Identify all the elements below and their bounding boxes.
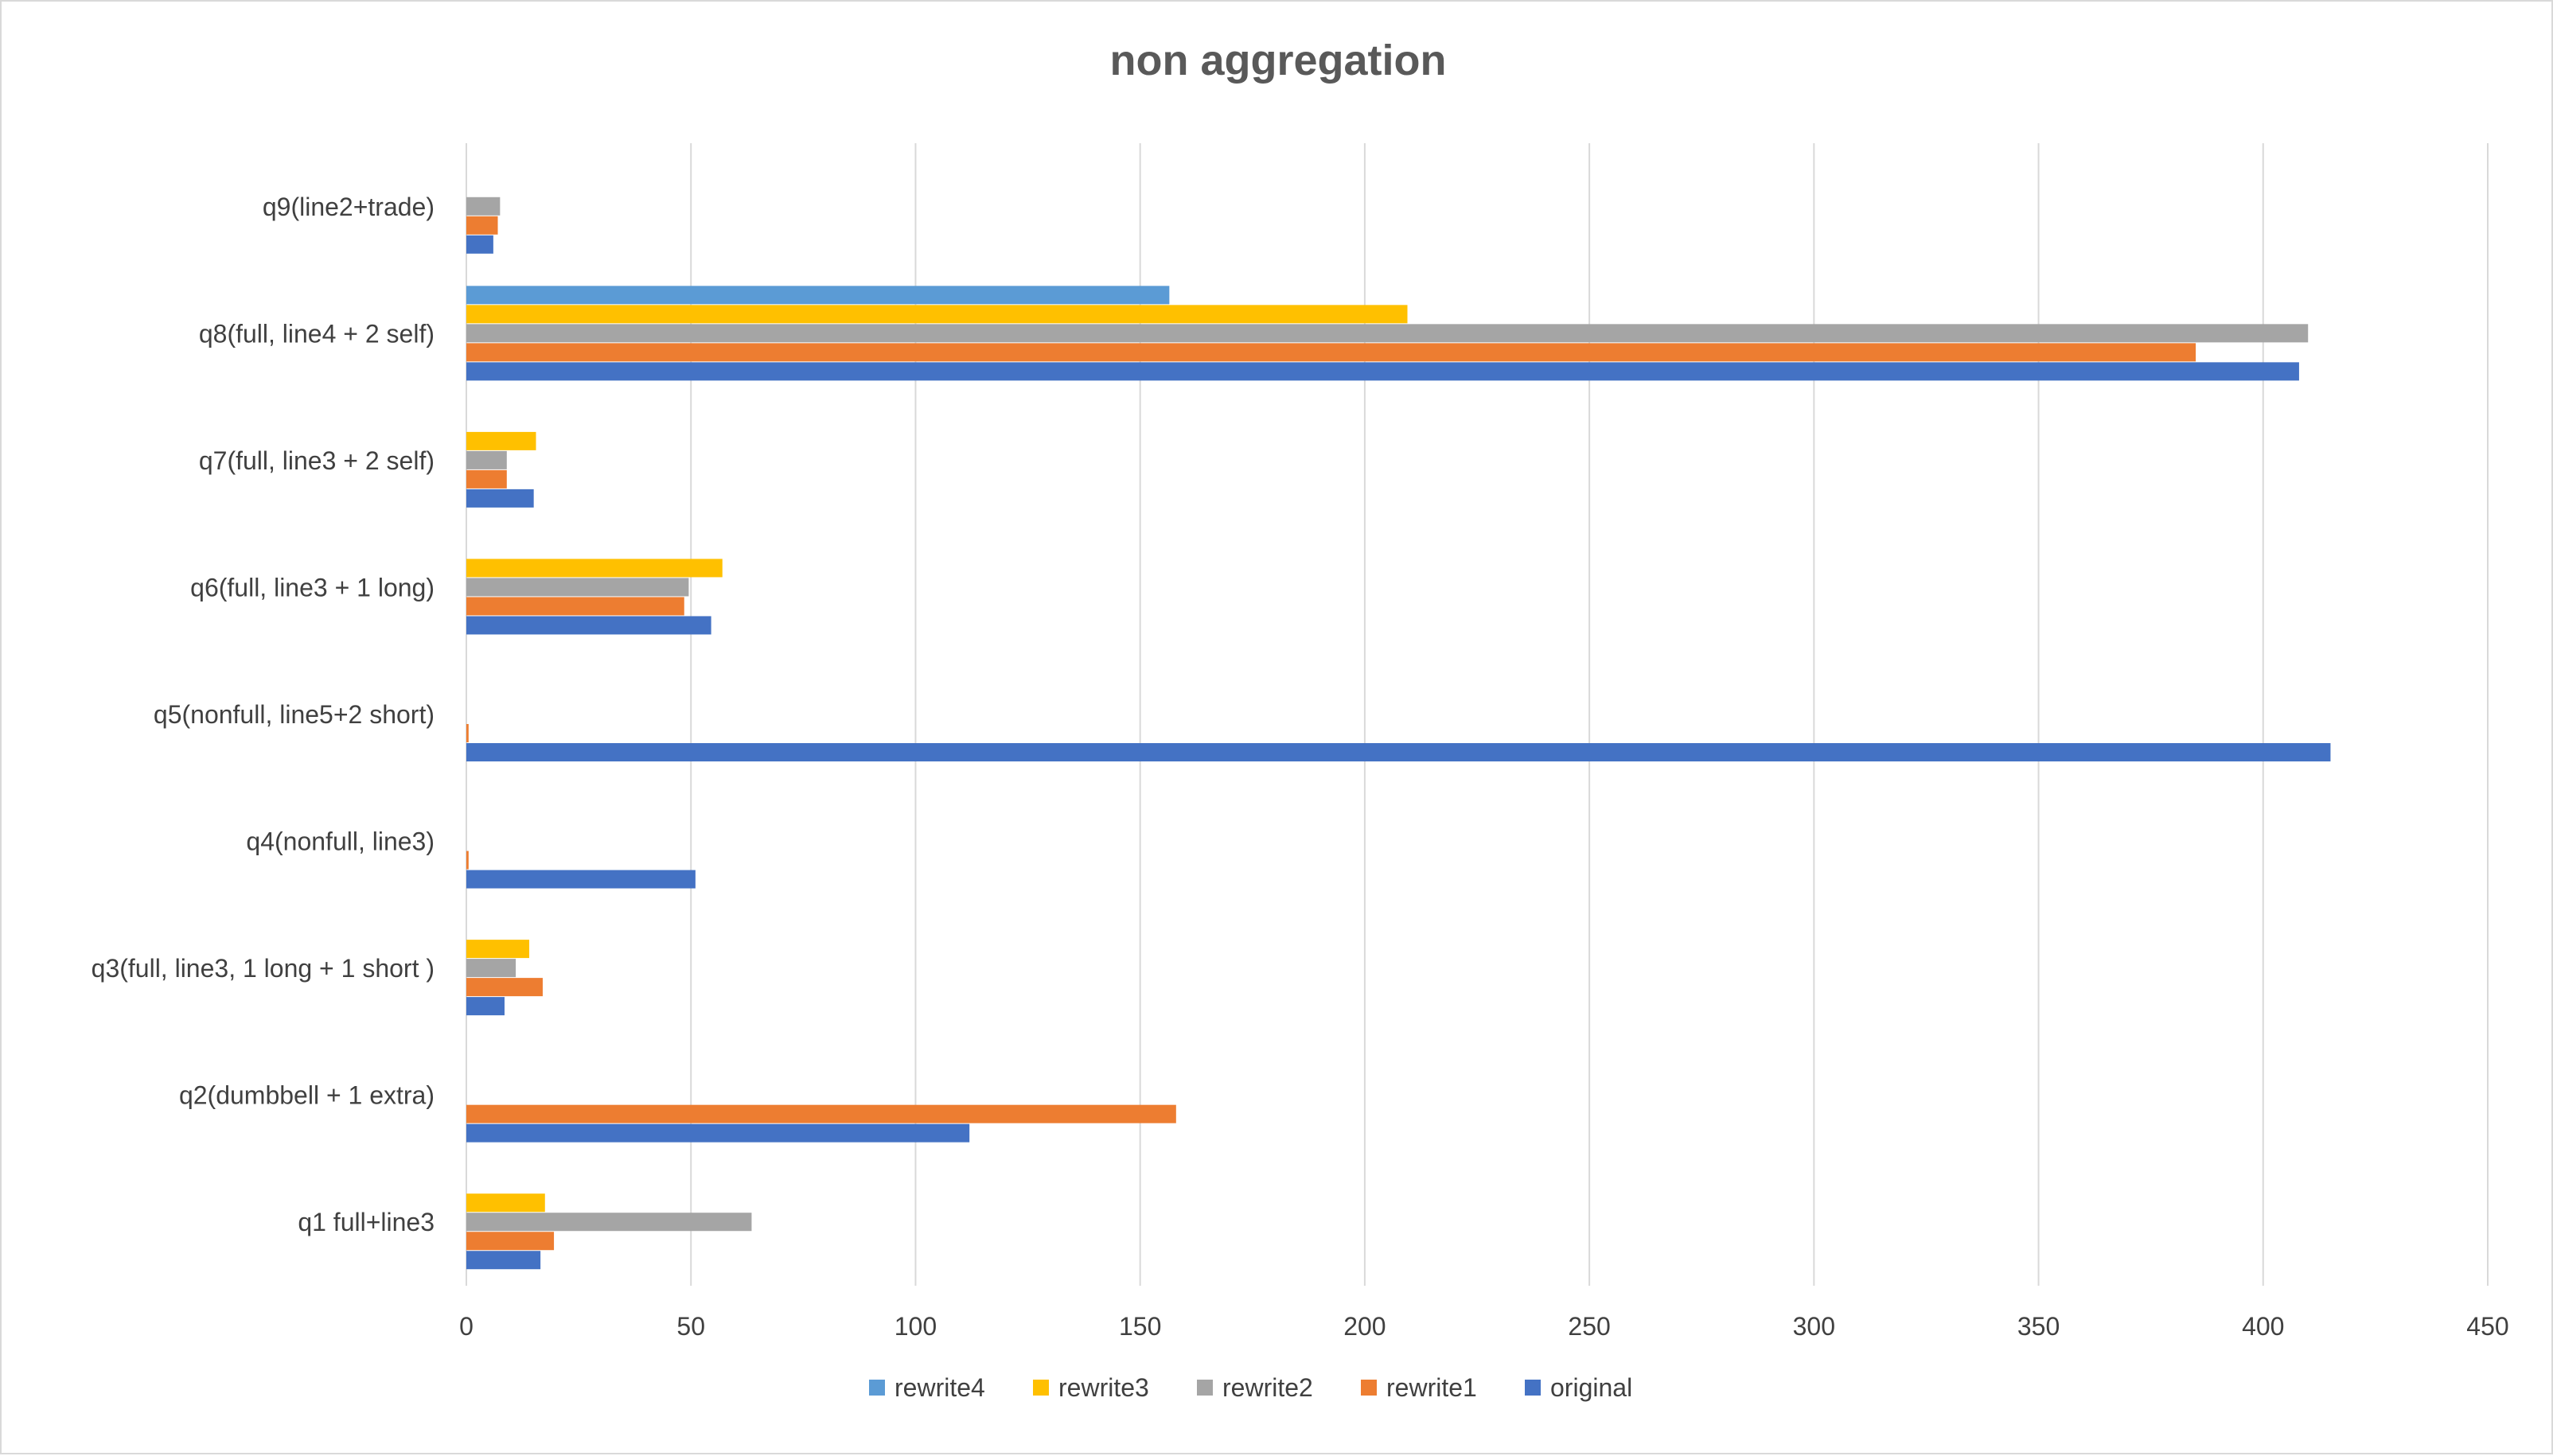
category-label: q9(line2+trade): [263, 193, 435, 221]
legend-label-rewrite4: rewrite4: [895, 1373, 985, 1402]
bar-rewrite2-8: [466, 197, 501, 216]
category-label: q4(nonfull, line3): [246, 827, 435, 856]
bar-rewrite2-5: [466, 578, 689, 597]
category-label: q1 full+line3: [298, 1208, 435, 1236]
bar-rewrite4-7: [466, 286, 1170, 305]
x-tick-label: 400: [2242, 1312, 2284, 1341]
bar-original-8: [466, 235, 493, 254]
bar-rewrite1-3: [466, 851, 469, 870]
x-tick-label: 200: [1343, 1312, 1386, 1341]
category-label: q5(nonfull, line5+2 short): [154, 700, 435, 729]
x-tick-label: 100: [895, 1312, 937, 1341]
bar-rewrite1-5: [466, 597, 684, 616]
x-tick-label: 250: [1568, 1312, 1610, 1341]
bar-original-5: [466, 616, 711, 635]
category-label: q2(dumbbell + 1 extra): [179, 1081, 435, 1110]
bar-original-2: [466, 997, 505, 1016]
x-tick-label: 0: [459, 1312, 474, 1341]
bar-rewrite1-7: [466, 343, 2196, 362]
bar-rewrite3-6: [466, 431, 536, 450]
bar-rewrite2-6: [466, 450, 507, 469]
bar-rewrite1-6: [466, 469, 507, 489]
bar-rewrite2-7: [466, 324, 2309, 343]
legend-label-rewrite1: rewrite1: [1386, 1373, 1477, 1402]
x-tick-labels: 0 50 100 150 200 250 300 350 400 450: [459, 1312, 2509, 1341]
bar-rewrite1-0: [466, 1232, 555, 1251]
legend-swatch-original: [1525, 1380, 1541, 1396]
bar-original-4: [466, 743, 2331, 761]
bar-rewrite1-1: [466, 1104, 1176, 1123]
legend-swatch-rewrite3: [1033, 1380, 1049, 1396]
legend-label-rewrite3: rewrite3: [1058, 1373, 1149, 1402]
category-labels: q1 full+line3 q2(dumbbell + 1 extra) q3(fu…: [92, 193, 435, 1236]
bar-rewrite3-5: [466, 559, 723, 578]
x-tick-label: 350: [2017, 1312, 2060, 1341]
legend-swatch-rewrite4: [869, 1380, 885, 1396]
legend: rewrite4 rewrite3 rewrite2 rewrite1 original: [869, 1373, 1632, 1402]
bar-original-3: [466, 870, 696, 889]
category-label: q3(full, line3, 1 long + 1 short ): [92, 954, 435, 983]
bar-rewrite1-8: [466, 216, 498, 235]
category-label: q8(full, line4 + 2 self): [199, 319, 435, 348]
chart-title: non aggregation: [1110, 37, 1447, 84]
x-tick-label: 300: [1793, 1312, 1835, 1341]
bars: [466, 197, 2331, 1270]
x-tick-label: 50: [676, 1312, 705, 1341]
x-tick-label: 450: [2466, 1312, 2508, 1341]
category-label: q6(full, line3 + 1 long): [190, 573, 435, 601]
legend-label-original: original: [1550, 1373, 1632, 1402]
legend-swatch-rewrite2: [1197, 1380, 1213, 1396]
bar-rewrite1-4: [466, 724, 469, 742]
bar-rewrite2-2: [466, 959, 516, 978]
bar-rewrite1-2: [466, 978, 543, 997]
bar-rewrite3-2: [466, 940, 530, 959]
bar-original-1: [466, 1123, 970, 1143]
bar-rewrite3-0: [466, 1193, 545, 1213]
bar-original-7: [466, 362, 2299, 381]
bar-rewrite2-0: [466, 1213, 752, 1232]
bar-original-6: [466, 489, 534, 508]
bar-rewrite3-7: [466, 305, 1408, 324]
bar-original-0: [466, 1251, 541, 1270]
x-tick-label: 150: [1119, 1312, 1161, 1341]
category-label: q7(full, line3 + 2 self): [199, 446, 435, 475]
legend-swatch-rewrite1: [1361, 1380, 1377, 1396]
legend-label-rewrite2: rewrite2: [1222, 1373, 1313, 1402]
